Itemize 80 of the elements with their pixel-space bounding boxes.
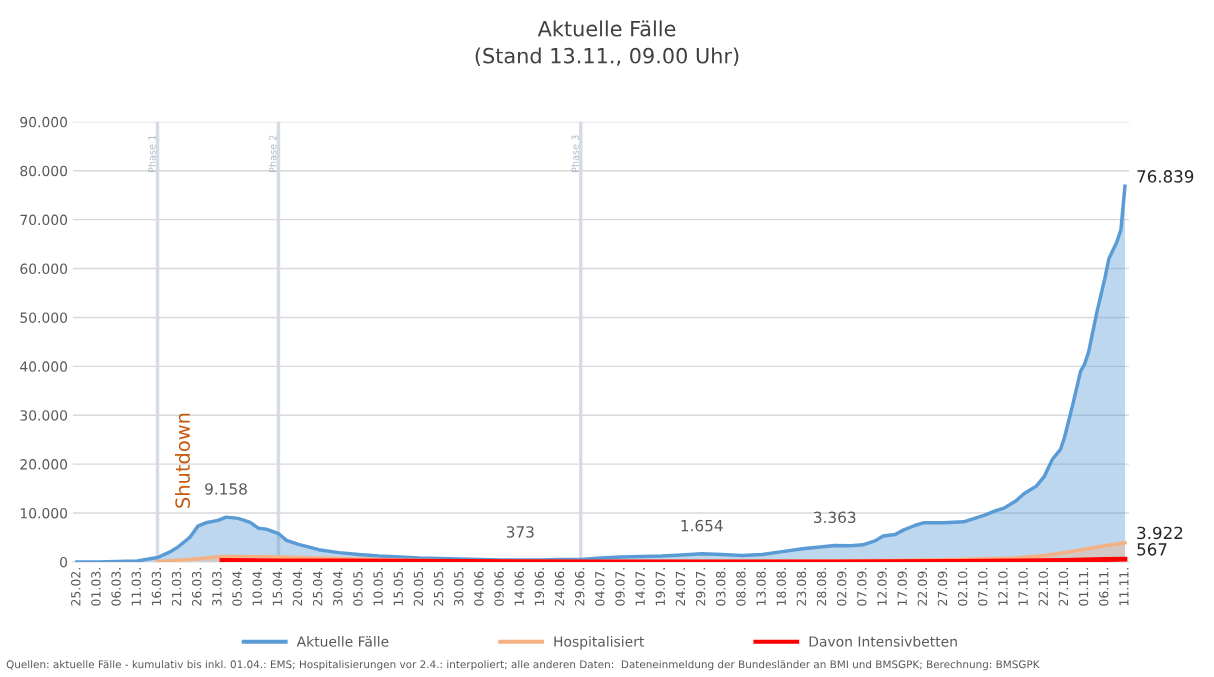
x-tick-label: 26.03. (191, 568, 202, 606)
x-tick-label: 11.11. (1119, 568, 1129, 606)
x-tick-label: 01.11. (1078, 568, 1089, 606)
x-tick-label: 14.06. (514, 568, 524, 606)
y-tick-label: 20.000 (20, 459, 68, 470)
x-tick-label: 06.03. (111, 568, 121, 606)
y-tick-label: 80.000 (20, 165, 68, 177)
x-tick-label: 18.08. (776, 568, 786, 606)
x-tick-label: 04.07. (595, 568, 605, 606)
x-tick-label: 27.10. (1058, 568, 1069, 606)
x-tick-label: 24.07. (675, 568, 686, 606)
x-tick-label: 11.03. (131, 568, 141, 606)
x-tick-label: 04.06. (474, 568, 484, 606)
x-tick-label: 20.05. (413, 568, 424, 606)
x-tick-label: 15.05. (393, 568, 403, 606)
x-tick-label: 05.05. (353, 568, 363, 606)
x-tick-label: 25.02. (71, 568, 81, 606)
y-tick-label: 70.000 (20, 214, 68, 226)
x-tick-label: 17.10. (1018, 568, 1028, 606)
x-tick-label: 12.09. (877, 568, 887, 606)
y-tick-label: 30.000 (20, 410, 68, 421)
x-tick-label: 24.06. (554, 568, 565, 606)
x-tick-label: 29.07. (695, 568, 706, 606)
x-tick-label: 19.07. (655, 568, 666, 606)
x-tick-label: 19.06. (534, 568, 545, 606)
source-note: Quellen: aktuelle Fälle - kumulativ bis inkl. 01.04.: EMS; Hospitalisierungen vor 2.4.: interpoliert; alle anderen Daten: Dateneinmeldung der Bundesländer an BMI und BMSGPK; Berechnung: BMSGPK (6, 660, 1040, 671)
x-tick-label: 30.05. (454, 568, 464, 606)
y-tick-label: 0 (60, 556, 68, 568)
x-tick-label: 22.09. (917, 568, 928, 606)
x-tick-label: 01.03. (91, 568, 101, 606)
ref-line-label: Phase 1 (148, 135, 156, 172)
x-tick-label: 09.06. (494, 568, 504, 606)
x-tick-label: 12.10. (998, 568, 1008, 606)
x-tick-label: 31.03. (212, 568, 222, 606)
x-tick-label: 20.04. (292, 568, 303, 606)
x-tick-label: 02.10. (957, 568, 968, 606)
y-tick-label: 10.000 (20, 507, 68, 519)
x-tick-label: 14.07. (635, 568, 645, 606)
x-tick-label: 03.08. (716, 568, 726, 606)
x-tick-label: 06.11. (1099, 568, 1109, 606)
legend-label: Hospitalisiert (554, 636, 645, 650)
x-tick-label: 23.08. (796, 568, 807, 606)
x-tick-label: 28.08. (816, 568, 827, 606)
legend-label: Davon Intensivbetten (809, 636, 957, 647)
x-tick-label: 05.04. (232, 568, 242, 606)
x-tick-label: 30.04. (333, 568, 343, 606)
x-tick-label: 08.08. (736, 568, 746, 606)
legend-label: Aktuelle Fälle (296, 636, 389, 647)
x-tick-label: 10.05. (373, 568, 383, 606)
x-tick-label: 13.08. (756, 568, 766, 606)
annotation: 3.363 (814, 511, 856, 524)
ref-line-label: Phase 2 (269, 135, 277, 172)
x-tick-label: 07.10. (978, 568, 988, 606)
x-tick-label: 09.07. (615, 568, 625, 606)
y-tick-label: 90.000 (20, 116, 68, 128)
x-tick-label: 17.09. (897, 568, 907, 606)
annotation: 1.654 (681, 519, 723, 532)
x-tick-label: 27.09. (937, 568, 948, 606)
x-tick-label: 21.03. (171, 568, 182, 606)
annotation: 76.839 (1137, 170, 1194, 183)
y-tick-label: 60.000 (20, 263, 68, 275)
chart-subtitle: (Stand 13.11., 09.00 Uhr) (475, 47, 739, 67)
y-tick-label: 50.000 (20, 312, 68, 323)
x-tick-label: 25.05. (433, 568, 444, 606)
annotation: 3.922 (1137, 526, 1183, 540)
annotation: 9.158 (205, 483, 247, 495)
x-tick-label: 25.04. (312, 568, 323, 606)
x-tick-label: 07.09. (857, 568, 867, 606)
annotation: 373 (506, 526, 534, 538)
annotation: 567 (1137, 543, 1167, 556)
x-tick-label: 10.04. (252, 568, 262, 606)
x-tick-label: 22.10. (1038, 568, 1048, 606)
y-tick-label: 40.000 (20, 361, 68, 372)
x-tick-label: 15.04. (272, 568, 283, 606)
chart-title: Aktuelle Fälle (537, 20, 676, 37)
x-tick-label: 02.09. (836, 568, 847, 606)
x-tick-label: 29.06. (574, 568, 585, 606)
x-tick-label: 16.03. (151, 568, 162, 606)
annotation: Shutdown (174, 413, 191, 508)
ref-line-label: Phase 3 (571, 135, 579, 172)
